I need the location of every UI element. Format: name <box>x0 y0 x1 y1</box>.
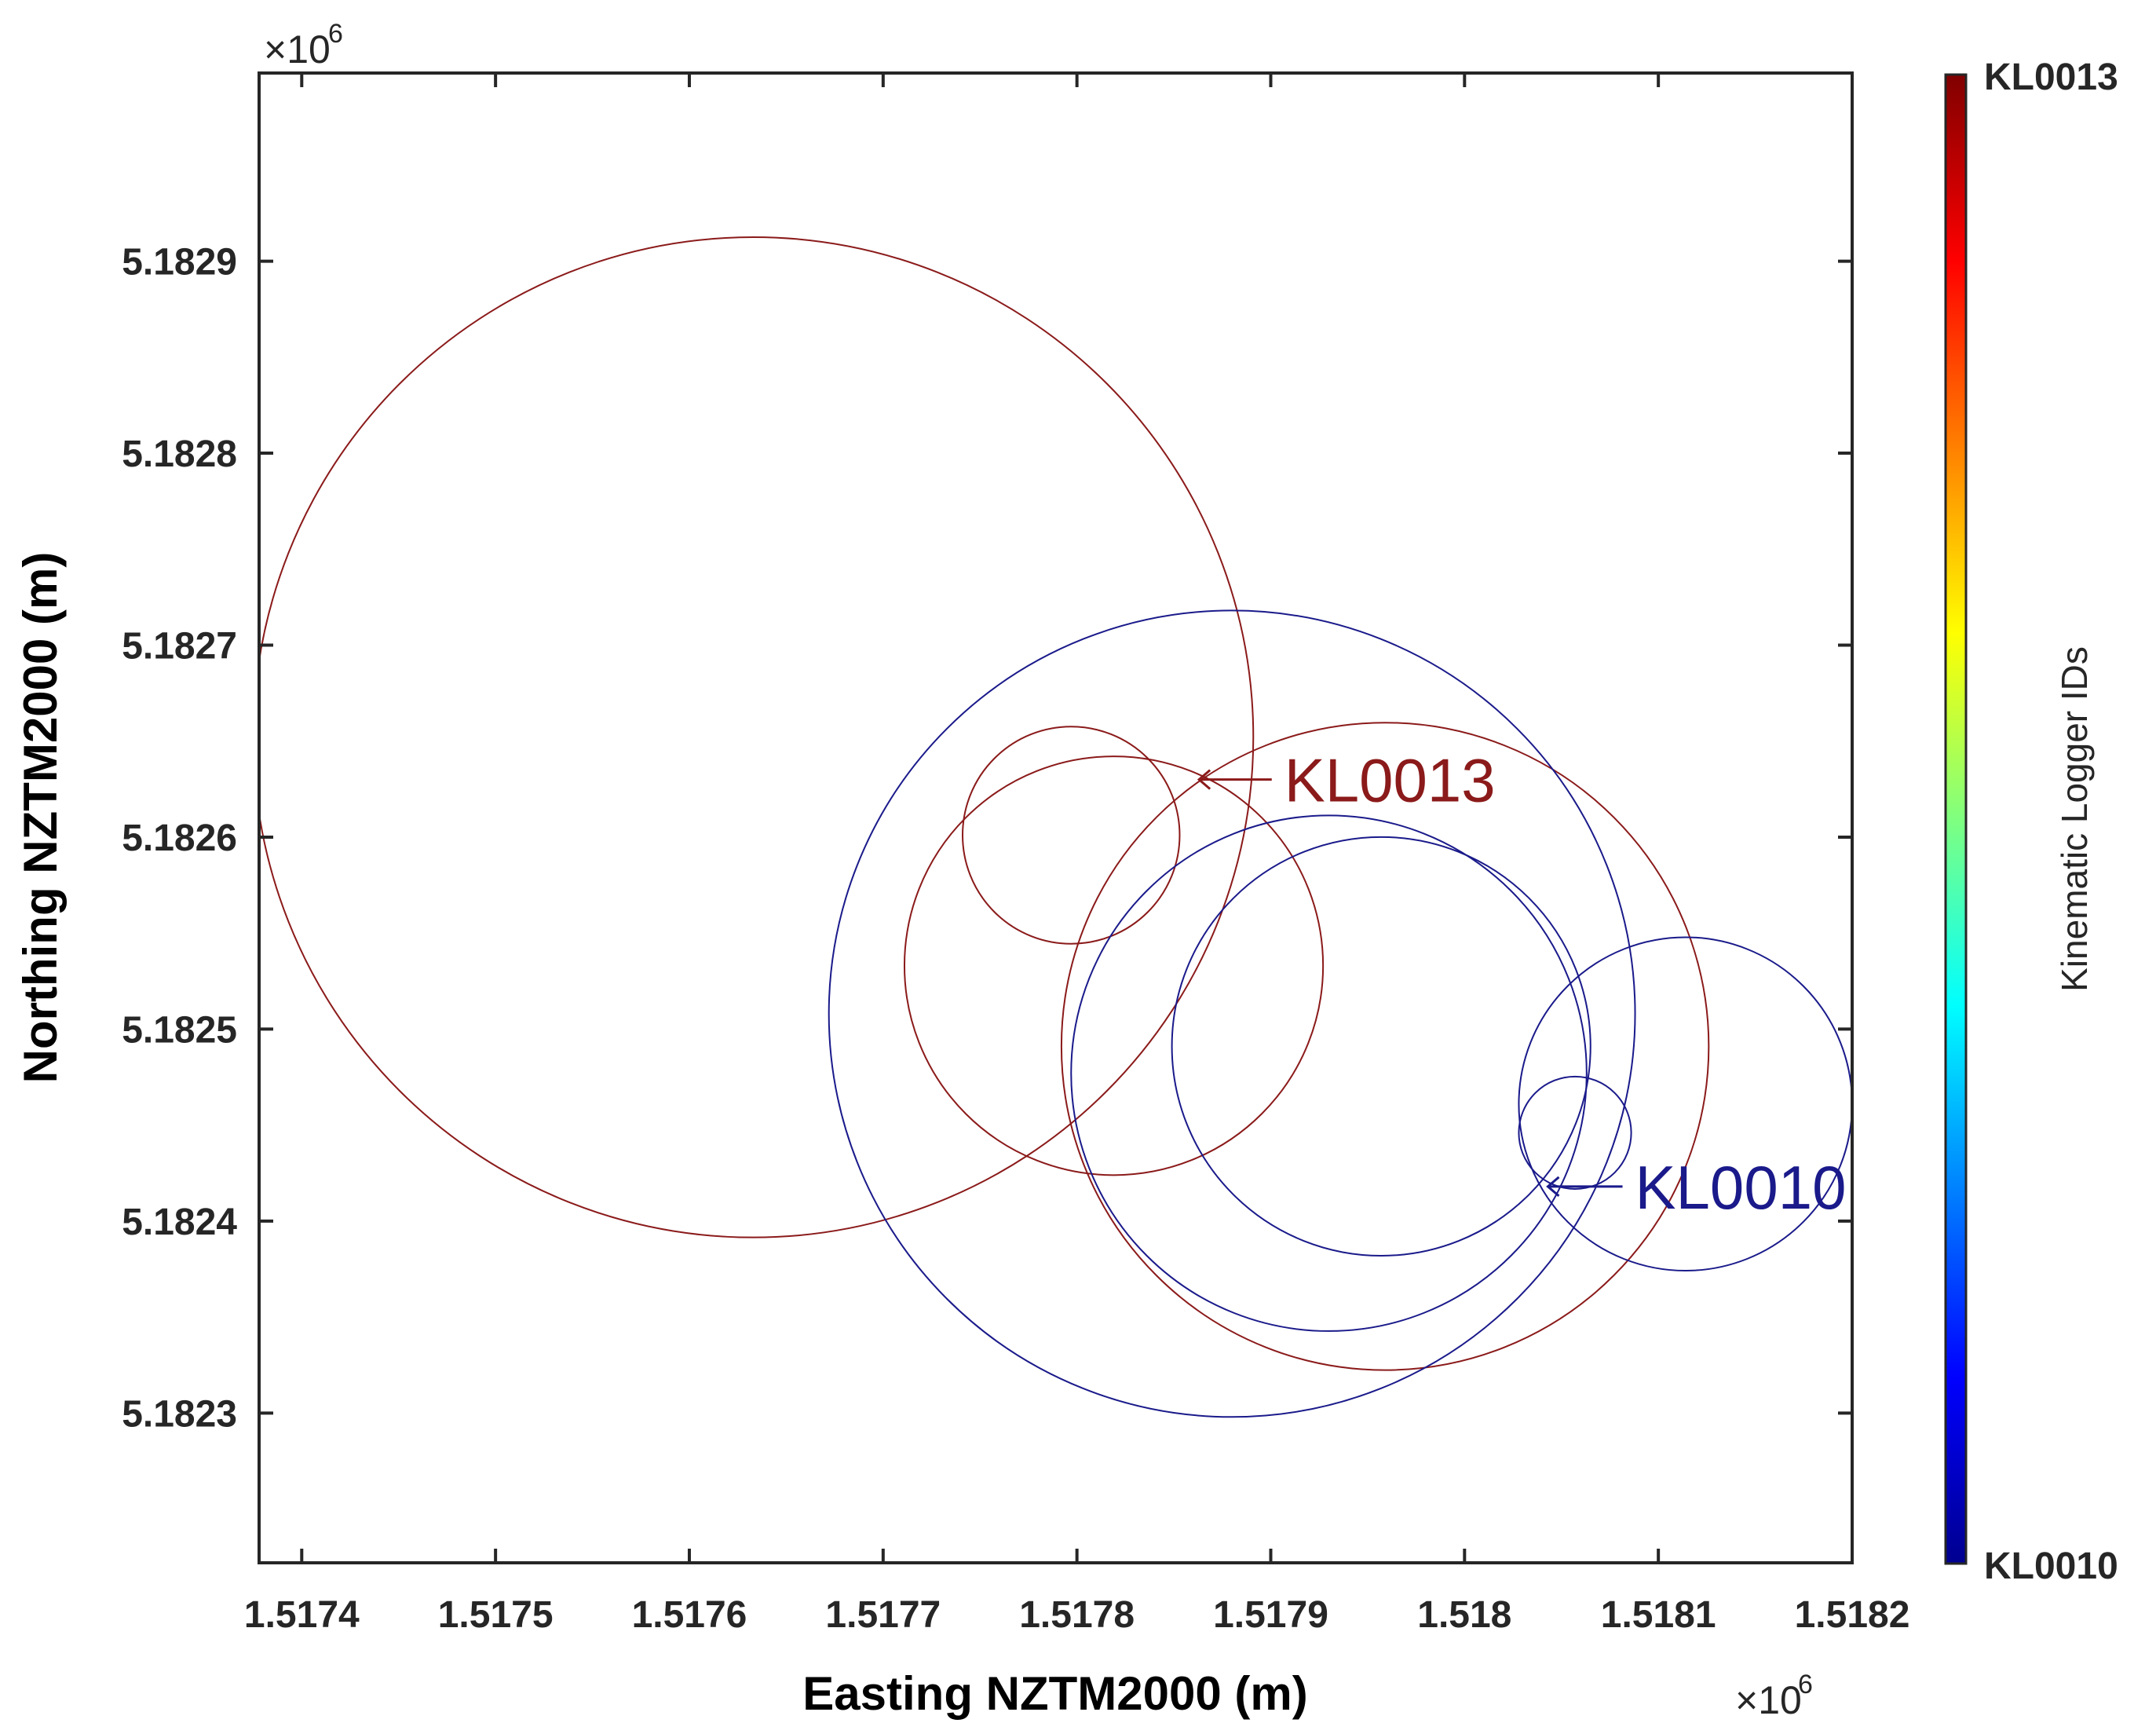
x-tick-labels: 1.5174 1.5175 1.5176 1.5177 1.5178 1.5179 1.51… <box>244 1594 1910 1636</box>
y-exponent: ×10 6 <box>264 19 343 71</box>
x-tick-label: 1.5182 <box>1795 1594 1910 1636</box>
colorbar-title: Kinematic Logger IDs <box>2054 646 2095 992</box>
annotations: KL0013 KL0010 <box>1197 746 1847 1222</box>
x-tick-label: 1.5174 <box>244 1594 360 1636</box>
annotation-arrow-head <box>1546 1176 1560 1197</box>
colorbar-bottom-label: KL0010 <box>1984 1546 2118 1587</box>
y-tick-label: 5.1823 <box>122 1393 237 1435</box>
circle-kl0013-1 <box>259 236 1255 1238</box>
y-tick-labels: 5.1823 5.1824 5.1825 5.1826 5.1827 5.1828 5.18… <box>122 242 237 1436</box>
x-tick-label: 1.5178 <box>1019 1594 1135 1636</box>
y-exponent-base: ×10 <box>264 27 331 71</box>
circle-kl0010-1 <box>828 609 1636 1418</box>
data-circles <box>259 236 1852 1418</box>
circle-kl0013-2 <box>962 726 1181 945</box>
annotation-kl0010: KL0010 <box>1546 1153 1847 1222</box>
annotation-text: KL0013 <box>1284 746 1496 815</box>
y-tick-label: 5.1827 <box>122 625 237 667</box>
y-exponent-power: 6 <box>328 19 343 49</box>
x-tick-label: 1.518 <box>1417 1594 1511 1636</box>
y-tick-label: 5.1825 <box>122 1009 237 1051</box>
circle-kl0010-3 <box>1171 836 1591 1257</box>
colorbar: KL0013 KL0010 Kinematic Logger IDs <box>1944 57 2118 1587</box>
y-tick-label: 5.1826 <box>122 818 237 859</box>
plot-area: KL0013 KL0010 <box>258 71 1854 1564</box>
colorbar-gradient <box>1944 73 1968 1565</box>
annotation-text: KL0010 <box>1635 1153 1847 1222</box>
x-tick-label: 1.5179 <box>1213 1594 1328 1636</box>
y-tick-label: 5.1829 <box>122 242 237 284</box>
annotation-kl0013: KL0013 <box>1197 746 1496 815</box>
plot-background <box>259 73 1852 1563</box>
x-exponent-base: ×10 <box>1735 1678 1802 1722</box>
x-tick-label: 1.5177 <box>825 1594 941 1636</box>
x-tick-label: 1.5175 <box>438 1594 554 1636</box>
x-exponent-power: 6 <box>1798 1670 1813 1699</box>
circle-kl0010-5 <box>1518 936 1852 1271</box>
colorbar-top-label: KL0013 <box>1984 57 2118 98</box>
y-axis-label: Northing NZTM2000 (m) <box>14 552 67 1084</box>
x-tick-label: 1.5176 <box>632 1594 747 1636</box>
circle-kl0010-4 <box>1518 1075 1632 1190</box>
y-tick-label: 5.1824 <box>122 1202 237 1243</box>
circle-kl0013-4 <box>1060 722 1710 1371</box>
circle-kl0013-3 <box>903 755 1325 1176</box>
y-tick-label: 5.1828 <box>122 434 237 475</box>
x-tick-label: 1.5181 <box>1601 1594 1716 1636</box>
circle-kl0010-2 <box>1070 814 1588 1332</box>
axis-ticks <box>259 73 1854 1563</box>
plot-frame <box>258 71 1854 1564</box>
x-axis-label: Easting NZTM2000 (m) <box>802 1667 1307 1720</box>
x-exponent: ×10 6 <box>1735 1670 1813 1722</box>
annotation-arrow-head <box>1197 769 1211 790</box>
